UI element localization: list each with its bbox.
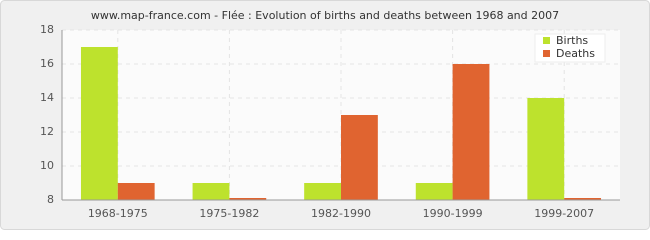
bar bbox=[192, 183, 230, 200]
x-tick-label: 1968-1975 bbox=[88, 207, 148, 220]
x-tick-label: 1982-1990 bbox=[311, 207, 371, 220]
bar bbox=[415, 183, 453, 200]
y-tick-label: 8 bbox=[47, 193, 54, 206]
bar bbox=[304, 183, 341, 200]
legend-box bbox=[534, 33, 606, 63]
y-tick-label: 14 bbox=[40, 91, 54, 104]
y-tick-label: 18 bbox=[40, 23, 54, 36]
y-tick-label: 10 bbox=[40, 159, 54, 172]
bar bbox=[452, 64, 490, 200]
legend-label: Births bbox=[556, 34, 588, 47]
bar bbox=[80, 47, 118, 200]
legend-label: Deaths bbox=[556, 47, 595, 60]
bar bbox=[341, 115, 378, 200]
chart: www.map-france.com - Flée : Evolution of… bbox=[0, 0, 650, 230]
chart-title: www.map-france.com - Flée : Evolution of… bbox=[91, 9, 559, 22]
x-tick-label: 1999-2007 bbox=[534, 207, 594, 220]
bar bbox=[117, 183, 155, 200]
x-tick-label: 1975-1982 bbox=[199, 207, 259, 220]
legend-swatch bbox=[543, 37, 550, 44]
y-tick-label: 16 bbox=[40, 57, 54, 70]
legend-swatch bbox=[543, 50, 550, 57]
y-tick-label: 12 bbox=[40, 125, 54, 138]
bar bbox=[229, 198, 267, 200]
x-tick-label: 1990-1999 bbox=[423, 207, 483, 220]
bar bbox=[527, 98, 565, 200]
bar bbox=[564, 198, 602, 200]
